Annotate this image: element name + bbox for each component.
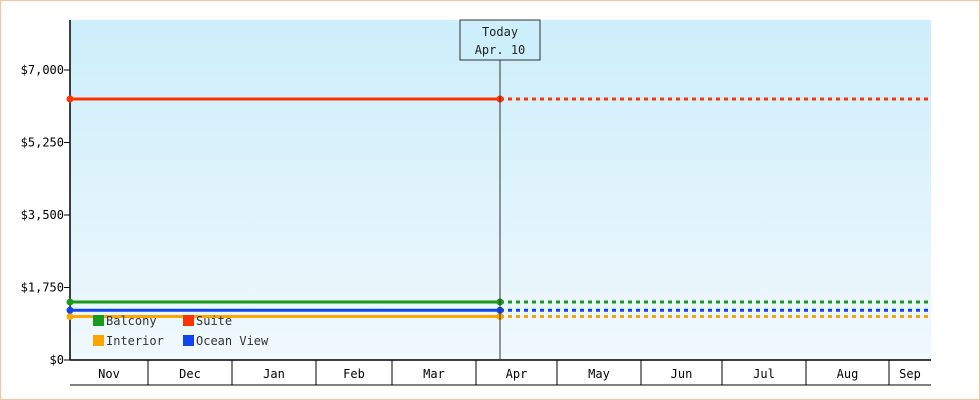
- x-tick-label: Aug: [837, 367, 859, 381]
- y-tick-label: $5,250: [21, 136, 64, 150]
- today-marker: Today Apr. 10: [459, 19, 541, 360]
- legend-swatch-interior: [93, 335, 104, 346]
- today-label: Today: [482, 25, 518, 39]
- x-tick-label: Jul: [753, 367, 775, 381]
- series-point-suite: [66, 95, 74, 103]
- x-tick-label: Sep: [899, 367, 921, 381]
- x-tick-label: Apr: [506, 367, 528, 381]
- x-tick-label: Nov: [98, 367, 120, 381]
- series-lines: [66, 95, 931, 320]
- series-point-ocean-view: [66, 306, 74, 314]
- x-tick-label: Jan: [263, 367, 285, 381]
- x-tick-label: Dec: [179, 367, 201, 381]
- y-tick-label: $3,500: [21, 208, 64, 222]
- legend-swatch-balcony: [93, 315, 104, 326]
- y-axis: $0 $1,750 $3,500 $5,250 $7,000: [21, 20, 71, 367]
- legend-swatch-suite: [183, 315, 194, 326]
- x-tick-label: Jun: [671, 367, 693, 381]
- x-tick-label: Feb: [343, 367, 365, 381]
- y-tick-label: $7,000: [21, 63, 64, 77]
- legend-label-balcony: Balcony: [106, 314, 157, 328]
- today-callout-box: [459, 19, 541, 61]
- x-axis: Nov Dec Jan Feb Mar Apr May Jun Jul Aug Sep: [70, 359, 931, 386]
- x-tick-label: May: [588, 367, 610, 381]
- series-point-interior: [66, 313, 74, 320]
- y-tick-label: $1,750: [21, 281, 64, 295]
- x-tick-label: Mar: [423, 367, 445, 381]
- legend-label-ocean-view: Ocean View: [196, 334, 269, 348]
- series-point-balcony: [66, 298, 74, 306]
- today-date: Apr. 10: [475, 43, 526, 57]
- y-tick-label: $0: [50, 353, 64, 367]
- legend-label-interior: Interior: [106, 334, 164, 348]
- legend-label-suite: Suite: [196, 314, 232, 328]
- legend-swatch-ocean-view: [183, 335, 194, 346]
- legend: Balcony Suite Interior Ocean View: [93, 314, 269, 348]
